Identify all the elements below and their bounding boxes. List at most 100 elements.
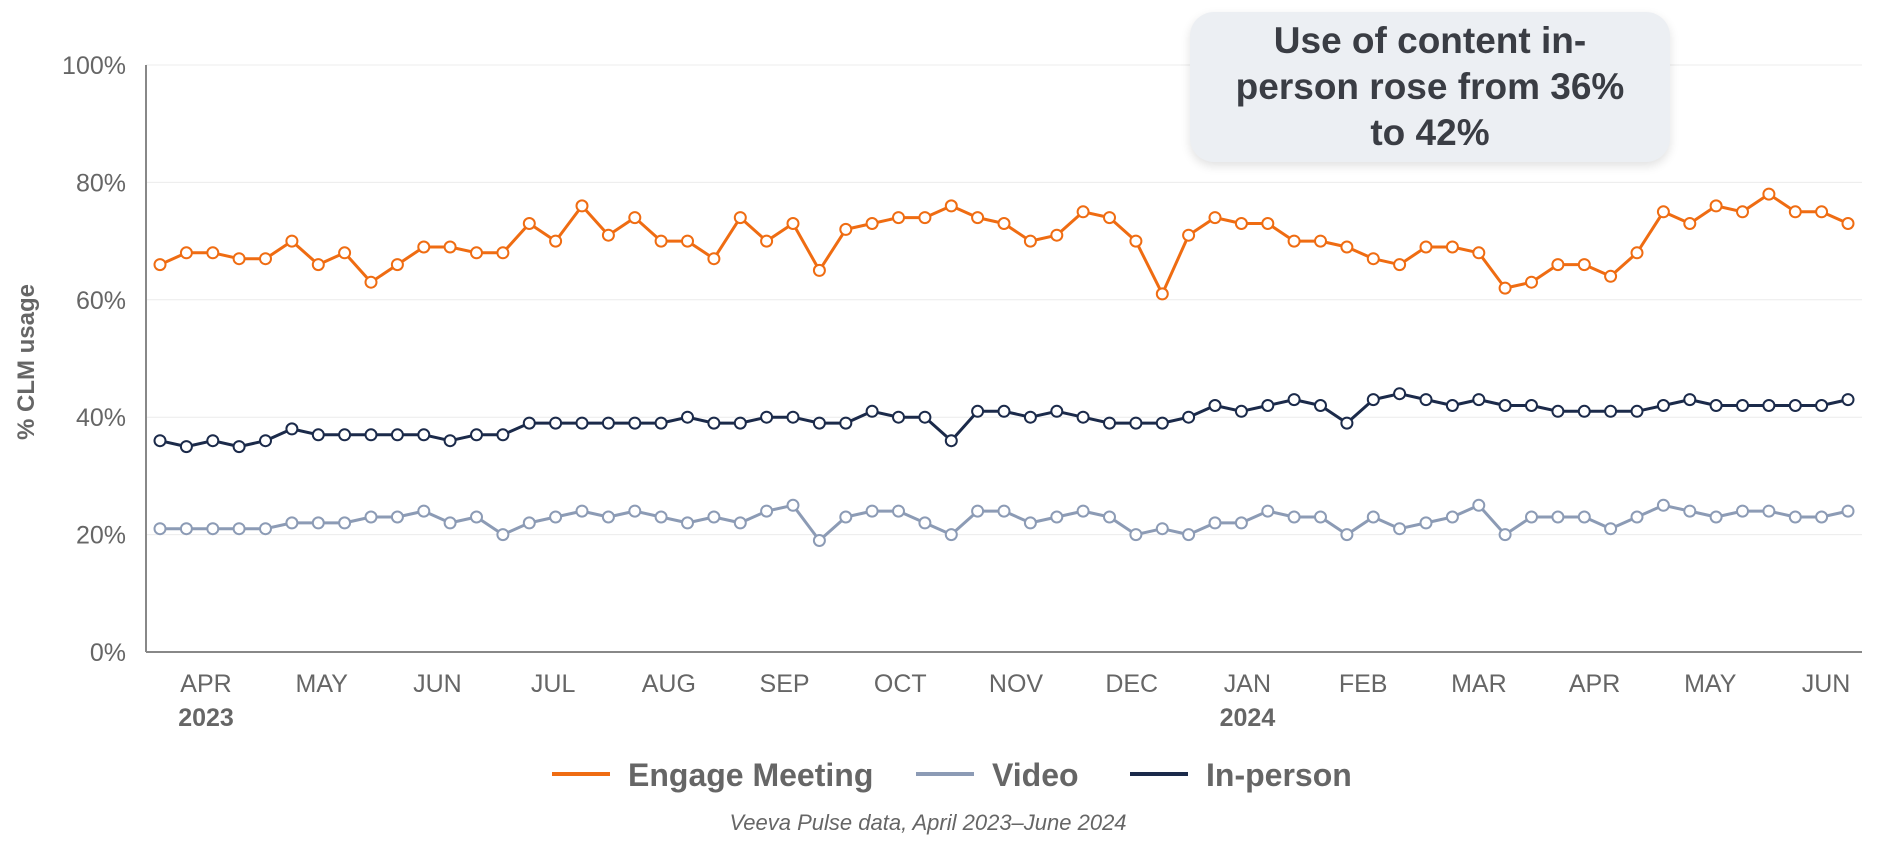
data-point xyxy=(1683,217,1697,230)
data-point xyxy=(1709,510,1723,524)
data-point xyxy=(417,240,431,254)
data-point xyxy=(681,410,694,424)
data-point xyxy=(338,428,352,442)
data-point xyxy=(338,246,352,260)
data-point xyxy=(1762,399,1776,412)
data-point xyxy=(707,416,721,430)
data-point xyxy=(918,410,932,424)
data-point xyxy=(1023,234,1037,248)
x-tick-label: MAY xyxy=(296,670,349,698)
data-point xyxy=(997,404,1011,418)
y-tick-label: 40% xyxy=(76,404,126,432)
legend-item: Video xyxy=(916,757,1079,793)
legend-item: In-person xyxy=(1130,757,1352,793)
data-point xyxy=(1234,217,1248,230)
data-point xyxy=(1788,510,1802,524)
y-axis-label: % CLM usage xyxy=(13,284,40,440)
data-point xyxy=(1815,399,1829,412)
data-point xyxy=(1419,393,1433,407)
data-point xyxy=(628,504,642,518)
data-point xyxy=(944,434,958,448)
data-point xyxy=(522,516,536,530)
data-point xyxy=(1551,258,1565,272)
data-point xyxy=(285,422,299,436)
data-point xyxy=(1234,516,1248,530)
data-point xyxy=(1551,510,1565,524)
x-tick-label: JAN xyxy=(1224,670,1271,698)
callout-box: Use of content in-person rose from 36% t… xyxy=(1190,12,1670,162)
data-point xyxy=(390,428,404,442)
data-point xyxy=(575,504,589,518)
data-point xyxy=(1261,399,1275,412)
data-point xyxy=(1709,399,1723,412)
data-point xyxy=(1208,211,1222,225)
data-point xyxy=(601,228,615,242)
data-point xyxy=(575,199,589,213)
data-point xyxy=(1103,416,1116,430)
data-point xyxy=(364,428,378,442)
x-tick-label: NOV xyxy=(989,670,1044,698)
data-point xyxy=(1445,240,1459,254)
y-tick-label: 0% xyxy=(90,639,126,667)
data-point xyxy=(971,404,985,418)
data-point xyxy=(443,434,457,448)
data-point xyxy=(179,246,193,260)
data-point xyxy=(681,516,694,530)
data-point xyxy=(1050,228,1064,242)
data-point xyxy=(311,258,325,272)
data-point xyxy=(944,199,958,213)
data-point xyxy=(1182,528,1196,542)
data-point xyxy=(786,217,800,230)
data-point xyxy=(1314,234,1327,248)
data-point xyxy=(1551,404,1565,418)
data-point xyxy=(654,416,668,430)
data-point xyxy=(865,404,879,418)
data-point xyxy=(259,252,272,266)
data-point xyxy=(311,428,325,442)
data-point xyxy=(364,510,378,524)
data-point xyxy=(1234,404,1248,418)
data-point xyxy=(918,516,932,530)
data-point xyxy=(232,522,246,536)
series-line xyxy=(159,192,1849,296)
data-point xyxy=(1287,510,1301,524)
y-tick-label: 80% xyxy=(76,169,126,197)
data-point xyxy=(311,516,325,530)
data-point xyxy=(1788,399,1802,412)
data-point xyxy=(839,510,853,524)
data-point xyxy=(1577,404,1591,418)
legend-label: Engage Meeting xyxy=(628,757,873,793)
data-point xyxy=(1208,516,1222,530)
data-point xyxy=(733,516,747,530)
data-point xyxy=(1762,504,1776,518)
data-point xyxy=(733,211,747,225)
data-point xyxy=(179,522,193,536)
data-point xyxy=(1736,205,1749,219)
data-point xyxy=(1366,252,1380,266)
data-point xyxy=(1683,393,1697,407)
data-point xyxy=(1419,240,1433,254)
data-point xyxy=(1340,528,1354,542)
legend: Engage Meeting Video In-person xyxy=(552,757,1352,793)
data-point xyxy=(1366,393,1380,407)
legend-label: In-person xyxy=(1206,757,1352,793)
data-point xyxy=(1841,393,1855,407)
data-point xyxy=(1155,416,1169,430)
data-point xyxy=(206,246,220,260)
y-tick-label: 60% xyxy=(76,287,126,315)
data-point xyxy=(549,416,563,430)
data-point xyxy=(259,522,272,536)
data-point xyxy=(971,504,985,518)
data-point xyxy=(812,416,826,430)
data-point xyxy=(812,534,826,547)
data-point xyxy=(1736,399,1749,412)
data-point xyxy=(1129,528,1143,542)
data-point xyxy=(1076,205,1090,219)
data-point xyxy=(1656,498,1670,512)
data-point xyxy=(707,510,721,524)
data-point xyxy=(865,504,879,518)
data-point xyxy=(364,275,378,289)
data-point xyxy=(760,410,774,424)
data-point xyxy=(443,240,457,254)
data-point xyxy=(1498,399,1512,412)
